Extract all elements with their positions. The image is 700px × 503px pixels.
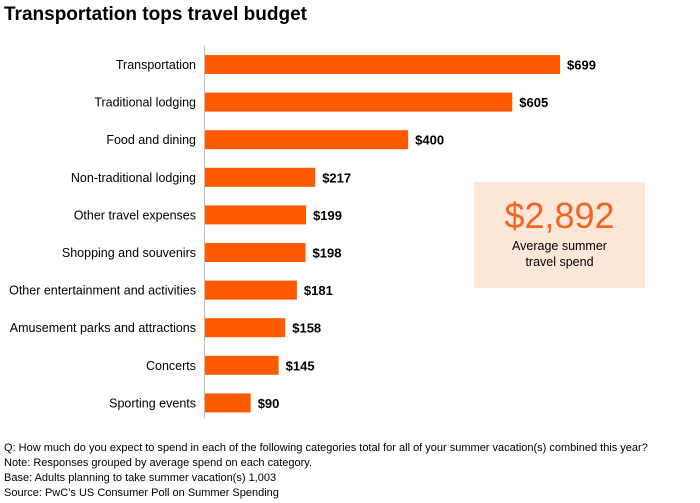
survey-source: Source: PwC’s US Consumer Poll on Summer…	[4, 487, 279, 499]
value-label: $198	[313, 246, 342, 261]
category-label: Traditional lodging	[94, 96, 196, 110]
chart-title: Transportation tops travel budget	[4, 4, 307, 25]
category-label: Amusement parks and attractions	[10, 321, 196, 335]
value-label: $217	[322, 170, 351, 185]
bar	[205, 55, 560, 74]
bar	[205, 280, 297, 300]
survey-base: Base: Adults planning to take summer vac…	[4, 472, 277, 484]
value-label: $181	[304, 283, 333, 298]
bar	[205, 92, 513, 112]
category-label: Concerts	[146, 359, 196, 373]
value-label: $605	[519, 95, 548, 110]
value-label: $158	[292, 321, 321, 336]
category-label: Transportation	[116, 58, 196, 72]
survey-question: Q: How much do you expect to spend in ea…	[4, 442, 648, 454]
average-spend-callout: $2,892 Average summer travel spend	[474, 182, 645, 288]
category-label: Food and dining	[106, 133, 196, 147]
category-label: Sporting events	[109, 396, 196, 410]
value-label: $199	[313, 208, 342, 223]
bar-chart: Transportation $699 Traditional lodging $60…	[9, 46, 596, 418]
value-label: $699	[567, 58, 596, 73]
bar	[205, 130, 409, 150]
category-label: Shopping and souvenirs	[62, 246, 196, 260]
footnotes: Q: How much do you expect to spend in ea…	[4, 441, 648, 501]
bar	[205, 393, 251, 413]
survey-note: Note: Responses grouped by average spend…	[4, 457, 312, 469]
category-label: Non-traditional lodging	[71, 171, 196, 185]
bar	[205, 355, 279, 375]
value-label: $90	[258, 396, 280, 411]
bar	[205, 167, 316, 187]
average-spend-value: $2,892	[504, 195, 615, 236]
value-label: $400	[415, 133, 444, 148]
bar	[205, 205, 307, 225]
average-spend-label: Average summer travel spend	[512, 239, 607, 269]
bar	[205, 318, 286, 338]
bar	[205, 243, 306, 262]
value-label: $145	[286, 358, 315, 373]
category-label: Other travel expenses	[74, 208, 196, 222]
category-label: Other entertainment and activities	[9, 284, 196, 298]
